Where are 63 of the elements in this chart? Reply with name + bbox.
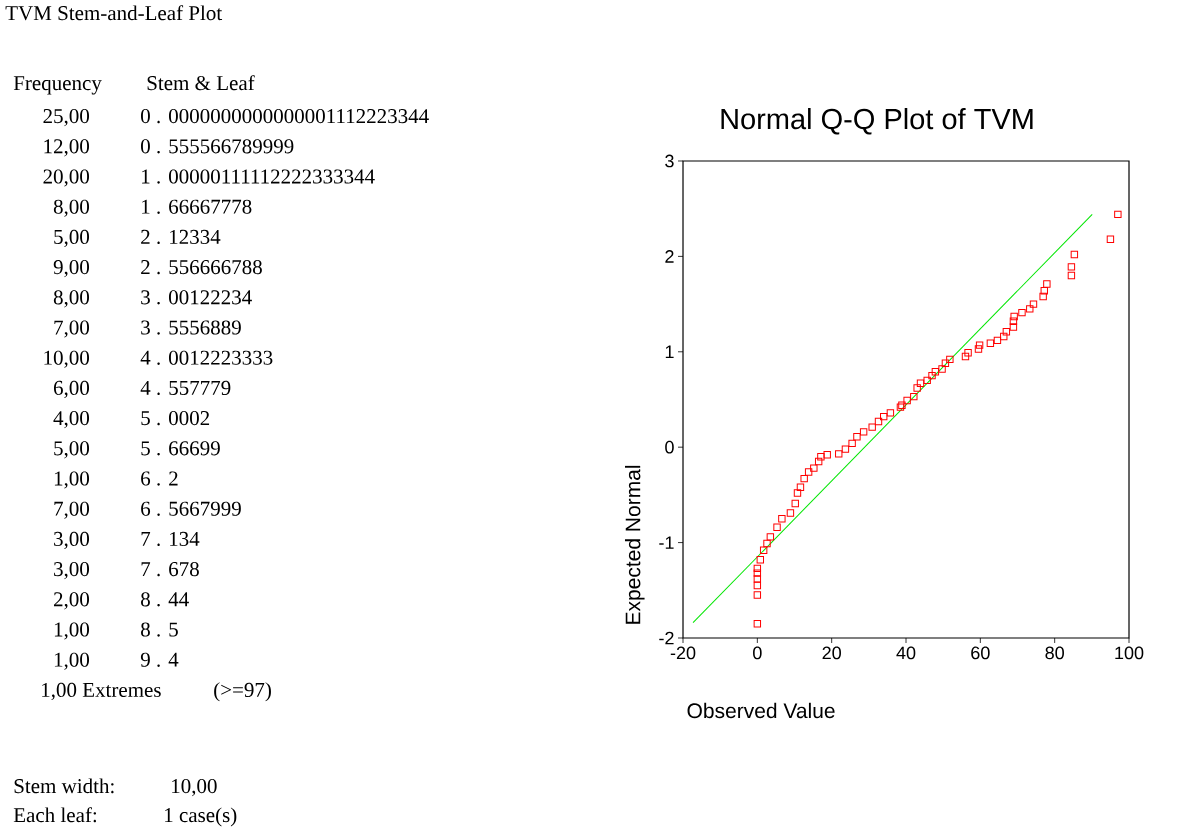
text: 5 . 66699 — [141, 441, 220, 456]
text: 8,00 — [53, 290, 90, 308]
text: 9 . 4 — [140, 652, 179, 667]
text: 6 . 5667999 — [141, 501, 241, 516]
text: 1,00 — [54, 652, 90, 670]
y-tick-label: -1 — [659, 536, 674, 549]
text: 5,00 — [54, 229, 90, 248]
text: Frequency — [13, 76, 102, 95]
y-tick-label: -2 — [659, 631, 674, 645]
text: 3 . 00122234 — [141, 290, 252, 305]
text: 4,00 — [53, 411, 90, 429]
text: 7,00 — [54, 320, 90, 338]
text: Each leaf: — [13, 807, 97, 823]
text: 1,00 — [54, 471, 90, 489]
text: 2 . 556666788 — [141, 260, 262, 275]
text: 6,00 — [53, 380, 90, 399]
text: 20,00 — [43, 169, 90, 187]
text: 4 . 0012223333 — [140, 350, 273, 365]
text: 2,00 — [53, 592, 90, 610]
text: 7 . 678 — [141, 562, 199, 577]
text: (>=97) — [214, 682, 271, 702]
text: 3,00 — [54, 562, 90, 580]
text: Stem width: — [14, 778, 114, 794]
text: 2 . 12334 — [141, 229, 221, 245]
text: 4 . 557779 — [140, 380, 231, 396]
text: 5 . 0002 — [141, 411, 210, 426]
text: 1 . 00000111112222333344 — [142, 169, 375, 184]
x-tick-label: 80 — [1045, 646, 1064, 660]
text: 8,00 — [53, 199, 90, 217]
x-tick-label: 20 — [822, 646, 841, 660]
x-tick-label: -20 — [670, 646, 696, 660]
y-axis-title: Expected Normal — [624, 465, 645, 624]
text: 25,00 — [43, 109, 90, 127]
text: 1,00 — [54, 622, 90, 640]
text: 7,00 — [54, 501, 90, 519]
text: 3 . 5556889 — [141, 320, 241, 335]
text: TVM Stem-and-Leaf Plot — [5, 5, 223, 21]
x-axis-title: Observed Value — [687, 702, 835, 719]
text: 0 . 555566789999 — [141, 139, 294, 154]
chart-title: Normal Q-Q Plot of TVM — [721, 107, 1033, 135]
text: 9,00 — [53, 260, 90, 278]
text: 8 . 44 — [141, 592, 189, 607]
x-tick-label: 60 — [971, 646, 990, 660]
y-tick-label: 1 — [665, 345, 674, 358]
text: 7 . 134 — [141, 531, 200, 547]
text: 1 . 66667778 — [142, 199, 252, 214]
text: 0 . 0000000000000001112223344 — [141, 109, 429, 124]
y-tick-label: 3 — [665, 154, 674, 168]
x-tick-label: 0 — [753, 646, 762, 660]
text: 8 . 5 — [141, 622, 178, 637]
text: 5,00 — [54, 441, 90, 459]
text: 1,00 Extremes — [42, 682, 161, 701]
text: 3,00 — [54, 531, 90, 550]
y-tick-label: 2 — [665, 250, 674, 263]
text: 10,00 — [172, 779, 217, 797]
text: 6 . 2 — [141, 471, 178, 486]
x-tick-label: 100 — [1115, 646, 1144, 660]
text: 1 case(s) — [165, 807, 237, 827]
text: 10,00 — [44, 350, 90, 368]
x-tick-label: 40 — [896, 646, 916, 660]
text: 12,00 — [44, 139, 90, 157]
text: Stem & Leaf — [147, 75, 255, 91]
y-tick-label: 0 — [665, 440, 674, 454]
